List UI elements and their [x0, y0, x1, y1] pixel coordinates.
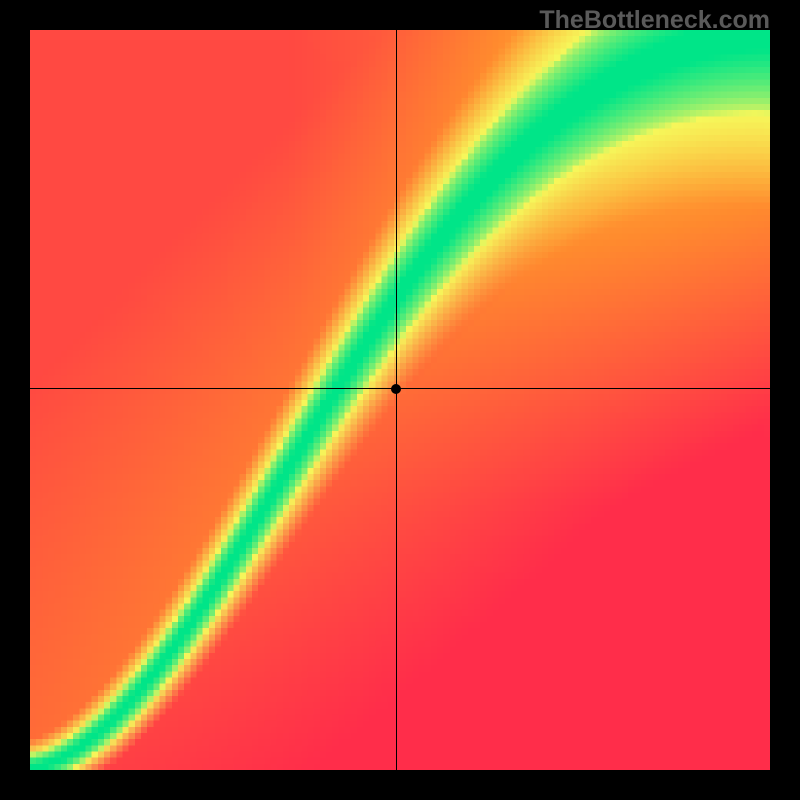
heatmap-canvas — [30, 30, 770, 770]
watermark-text: TheBottleneck.com — [539, 6, 770, 35]
crosshair-vertical — [396, 30, 397, 770]
chart-container: TheBottleneck.com — [0, 0, 800, 800]
